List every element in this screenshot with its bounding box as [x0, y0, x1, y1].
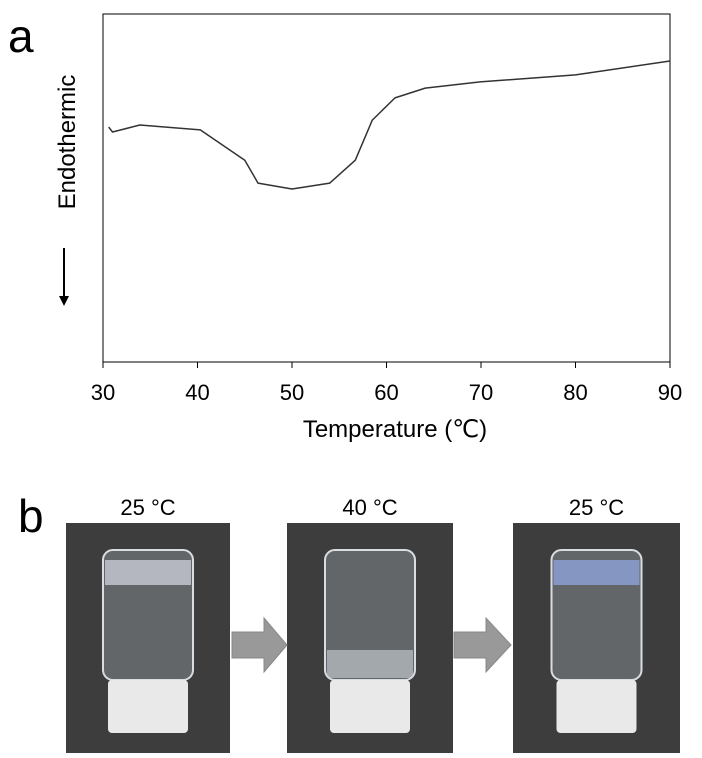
x-tick-label: 50 [280, 380, 304, 405]
x-tick-label: 70 [469, 380, 493, 405]
vial-cap [330, 680, 410, 733]
photo-label: 40 °C [342, 495, 397, 520]
panel-label: a [8, 10, 34, 62]
x-tick-label: 30 [91, 380, 115, 405]
x-tick-label: 60 [374, 380, 398, 405]
arrow [453, 616, 512, 674]
x-axis-label: Temperature (℃) [303, 416, 487, 443]
y-axis-label: Endothermic [54, 75, 81, 210]
x-tick-label: 80 [563, 380, 587, 405]
photo-label: 25 °C [569, 495, 624, 520]
data-line [108, 60, 671, 190]
photo-strip: 25 °C 40 °C 25 °C [66, 495, 680, 753]
photo-label: 25 °C [120, 495, 175, 520]
liquid [327, 650, 413, 678]
plot-frame [102, 13, 671, 363]
vial-cap [556, 680, 637, 733]
gel [553, 560, 640, 585]
arrow-head [59, 296, 69, 306]
gel [105, 560, 191, 585]
vial-cap [108, 680, 188, 733]
arrow [231, 616, 288, 674]
x-tick-label: 90 [658, 380, 682, 405]
x-tick-label: 40 [185, 380, 209, 405]
panel-label: b [18, 490, 44, 542]
